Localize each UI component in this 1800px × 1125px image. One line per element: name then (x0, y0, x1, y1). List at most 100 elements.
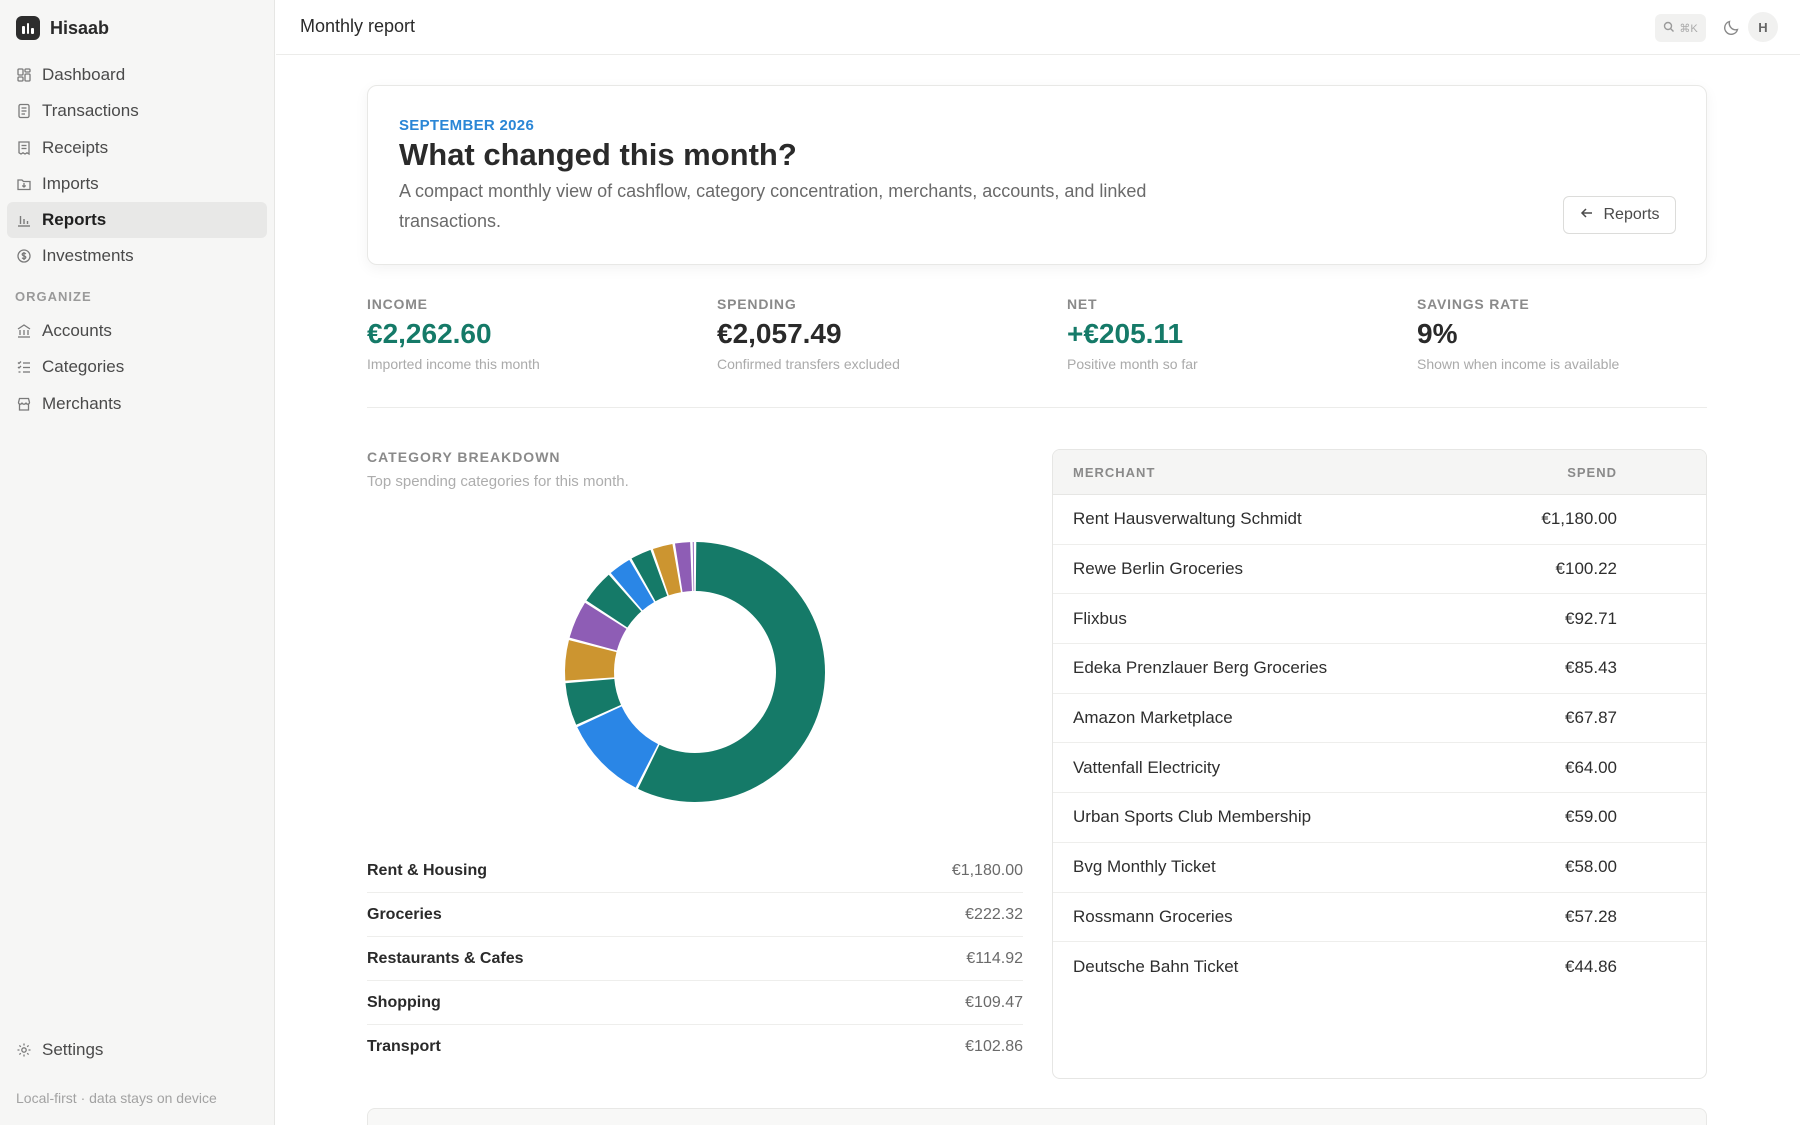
merchant-spend: €58.00 (1565, 857, 1617, 877)
category-row[interactable]: Transport €102.86 (367, 1025, 1023, 1069)
donut-slice[interactable] (569, 602, 627, 651)
brand[interactable]: Hisaab (16, 16, 109, 40)
category-name: Groceries (367, 905, 442, 923)
table-row[interactable]: Rent Hausverwaltung Schmidt €1,180.00 (1053, 495, 1706, 545)
category-amount: €109.47 (965, 993, 1023, 1011)
next-section-card (367, 1108, 1707, 1125)
merchant-name: Flixbus (1073, 608, 1127, 628)
sidebar-footer: Local-first · data stays on device (16, 1090, 217, 1106)
sidebar-item-accounts[interactable]: Accounts (7, 313, 267, 349)
table-row[interactable]: Deutsche Bahn Ticket €44.86 (1053, 942, 1706, 992)
table-row[interactable]: Bvg Monthly Ticket €58.00 (1053, 843, 1706, 893)
sidebar-item-label: Receipts (42, 137, 109, 157)
category-amount: €102.86 (965, 1038, 1023, 1055)
sidebar-item-label: Categories (42, 357, 125, 377)
category-row[interactable]: Rent & Housing €1,180.00 (367, 849, 1023, 893)
kpi-caption: Shown when income is available (1417, 356, 1620, 372)
column-header-spend[interactable]: SPEND (1567, 464, 1617, 480)
merchant-spend: €1,180.00 (1541, 509, 1617, 529)
sidebar-item-label: Merchants (42, 393, 122, 413)
category-name: Rent & Housing (367, 861, 487, 879)
donut-slice[interactable] (692, 542, 695, 592)
table-header: MERCHANT SPEND (1053, 450, 1706, 495)
report-month: SEPTEMBER 2026 (399, 117, 535, 134)
table-row[interactable]: Amazon Marketplace €67.87 (1053, 694, 1706, 744)
column-header-merchant[interactable]: MERCHANT (1073, 464, 1156, 480)
category-name: Restaurants & Cafes (367, 949, 524, 967)
back-to-reports-button[interactable]: Reports (1563, 196, 1676, 234)
table-row[interactable]: Rewe Berlin Groceries €100.22 (1053, 545, 1706, 595)
merchant-name: Rewe Berlin Groceries (1073, 559, 1244, 579)
kpi-value: €2,057.49 (717, 318, 842, 349)
sidebar-item-categories[interactable]: Categories (7, 349, 267, 385)
hero-description: A compact monthly view of cashflow, cate… (399, 181, 1147, 231)
sidebar-item-label: Transactions (42, 101, 139, 121)
sidebar-item-reports[interactable]: Reports (7, 202, 267, 239)
moon-icon[interactable] (1722, 17, 1742, 37)
merchant-spend: €100.22 (1555, 559, 1617, 579)
donut-slice[interactable] (565, 679, 621, 725)
sidebar-item-dashboard[interactable]: Dashboard (7, 57, 267, 93)
sidebar-item-imports[interactable]: Imports (7, 166, 267, 202)
merchant-table: MERCHANT SPEND Rent Hausverwaltung Schmi… (1052, 449, 1707, 1079)
merchant-name: Bvg Monthly Ticket (1073, 857, 1216, 877)
donut-slice[interactable] (565, 640, 617, 681)
sidebar-item-receipts[interactable]: Receipts (7, 130, 267, 166)
sidebar-item-transactions[interactable]: Transactions (7, 93, 267, 129)
merchant-spend: €67.87 (1565, 708, 1617, 728)
table-row[interactable]: Vattenfall Electricity €64.00 (1053, 743, 1706, 794)
category-amount: €114.92 (966, 949, 1023, 967)
merchant-name: Amazon Marketplace (1073, 708, 1233, 728)
arrow-left-icon (1579, 205, 1595, 226)
table-row[interactable]: Edeka Prenzlauer Berg Groceries €85.43 (1053, 644, 1706, 694)
coin-icon (16, 248, 32, 264)
receipt-icon (16, 140, 32, 156)
kpi-caption: Imported income this month (367, 356, 540, 372)
category-name: Shopping (367, 993, 441, 1011)
kpi-caption: Confirmed transfers excluded (717, 356, 900, 372)
donut-slice[interactable] (674, 542, 692, 592)
category-row[interactable]: Groceries €222.32 (367, 893, 1023, 937)
category-row[interactable]: Shopping €109.47 (367, 981, 1023, 1025)
topbar: Monthly report ⌘K H (276, 0, 1800, 55)
kpi-label: INCOME (367, 296, 428, 312)
donut-slice[interactable] (631, 549, 668, 602)
settings-nav: Settings (7, 1032, 267, 1068)
merchant-name: Deutsche Bahn Ticket (1073, 957, 1239, 977)
gear-icon (16, 1042, 32, 1058)
merchant-spend: €44.86 (1565, 957, 1617, 977)
donut-slice[interactable] (577, 706, 659, 788)
nav-section-organize: ORGANIZE (15, 289, 92, 304)
reports-button-label: Reports (1603, 206, 1660, 223)
sidebar-item-label: Accounts (42, 321, 112, 340)
list-check-icon (16, 359, 32, 375)
donut-slice[interactable] (652, 543, 681, 596)
merchant-spend: €92.71 (1565, 608, 1617, 628)
sidebar-item-investments[interactable]: Investments (7, 238, 267, 274)
search-icon (1663, 21, 1675, 36)
sidebar-item-merchants[interactable]: Merchants (7, 386, 267, 422)
table-row[interactable]: Flixbus €92.71 (1053, 594, 1706, 645)
bank-icon (16, 323, 32, 339)
sidebar-item-label: Imports (42, 173, 99, 193)
category-row[interactable]: Restaurants & Cafes €114.92 (367, 937, 1023, 981)
donut-slice[interactable] (586, 574, 642, 628)
kpi-value: 9% (1417, 318, 1458, 349)
category-breakdown-heading: CATEGORY BREAKDOWN (367, 449, 561, 465)
avatar[interactable]: H (1748, 12, 1778, 42)
sidebar-item-settings[interactable]: Settings (7, 1032, 267, 1068)
search-button[interactable]: ⌘K (1655, 14, 1706, 42)
search-shortcut: ⌘K (1679, 22, 1698, 35)
table-row[interactable]: Urban Sports Club Membership €59.00 (1053, 793, 1706, 843)
category-breakdown-subheading: Top spending categories for this month. (367, 473, 629, 490)
sidebar: Hisaab Dashboard Transactions Receipts I… (0, 0, 275, 1125)
merchant-spend: €85.43 (1565, 658, 1617, 678)
table-row[interactable]: Rossmann Groceries €57.28 (1053, 893, 1706, 943)
merchant-name: Edeka Prenzlauer Berg Groceries (1073, 658, 1328, 678)
donut-slice[interactable] (610, 559, 655, 611)
kpi-row: INCOME €2,262.60 Imported income this mo… (367, 296, 1707, 408)
kpi-label: SPENDING (717, 296, 797, 312)
donut-slice[interactable] (638, 542, 825, 802)
organize-nav: Accounts Categories Merchants (7, 313, 267, 422)
kpi-label: SAVINGS RATE (1417, 296, 1530, 312)
